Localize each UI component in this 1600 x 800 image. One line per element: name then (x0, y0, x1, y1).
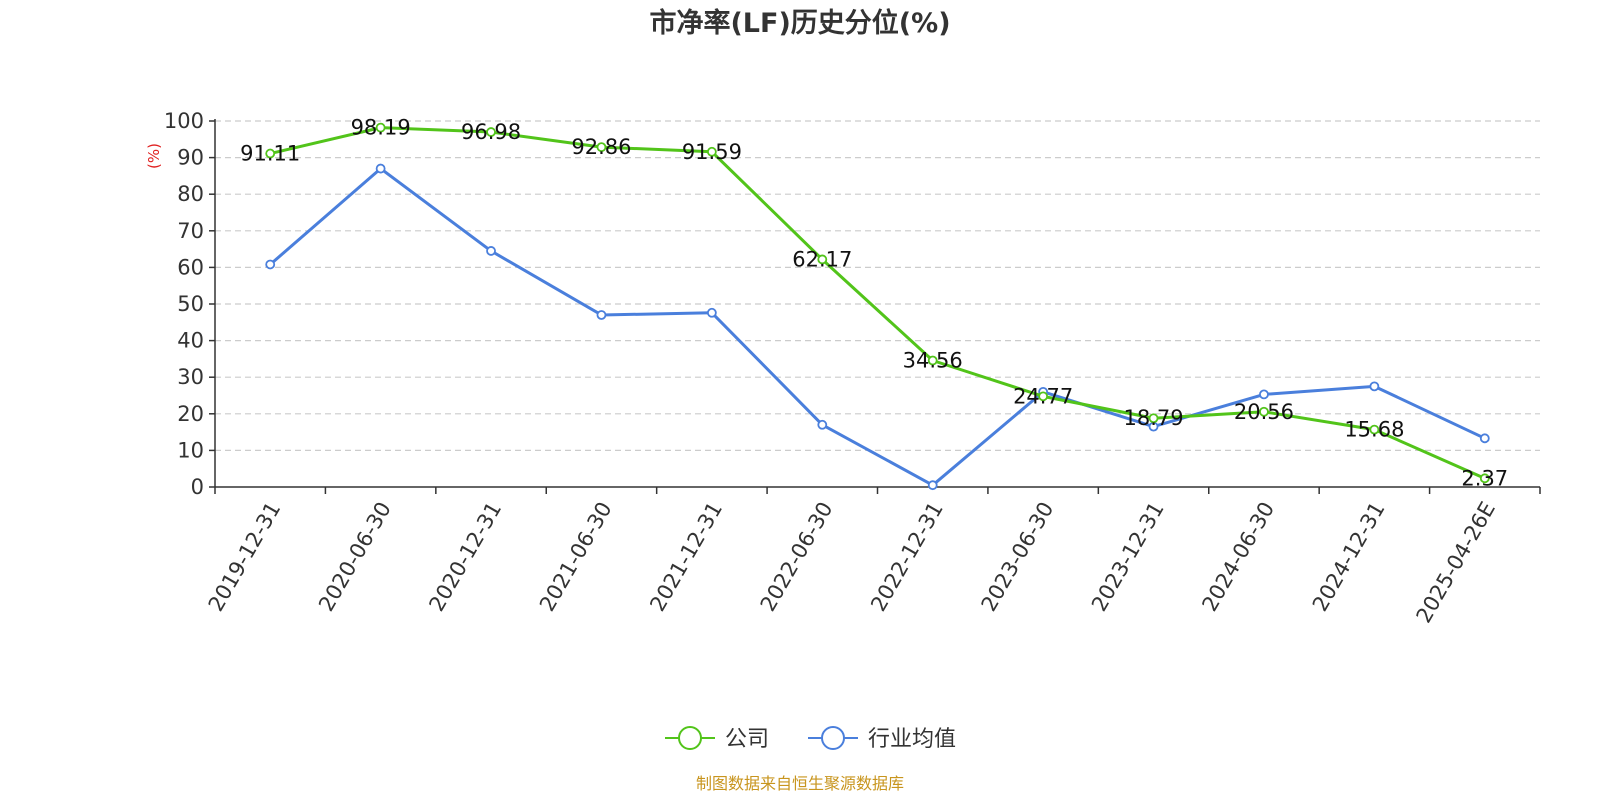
y-tick-label: 40 (177, 329, 204, 353)
data-point-company[interactable] (817, 254, 828, 265)
x-tick-label: 2025-04-26E (1412, 498, 1500, 627)
data-point-industry[interactable] (1259, 389, 1269, 400)
data-point-industry[interactable] (706, 307, 717, 318)
data-label: 18.79 (1123, 406, 1183, 430)
y-tick-label: 0 (191, 475, 204, 499)
y-tick-label: 70 (177, 219, 204, 243)
x-tick-label: 2019-12-31 (204, 498, 286, 616)
x-tick-label: 2023-06-30 (977, 498, 1059, 616)
x-tick-label: 2024-12-31 (1308, 498, 1390, 616)
data-point-company[interactable] (1479, 473, 1490, 484)
axes (214, 119, 1540, 488)
data-point-company[interactable] (1148, 413, 1159, 424)
data-label: 24.77 (1013, 384, 1073, 408)
data-label: 91.11 (240, 142, 300, 166)
x-tick-label: 2020-06-30 (314, 498, 396, 616)
data-point-industry[interactable] (817, 419, 828, 430)
grid-lines (215, 120, 1540, 451)
data-point-industry[interactable] (486, 246, 496, 256)
data-labels: 91.11 98.19 96.98 92.86 91.59 62.17 34.56 24.77… (240, 116, 1508, 491)
y-tick-label: 80 (177, 182, 204, 206)
series-group (265, 122, 1490, 491)
x-tick-label: 2022-06-30 (756, 498, 838, 616)
y-axis-ticks: 0 10 20 30 40 50 60 70 80 90 100 (164, 109, 215, 499)
data-point-company[interactable] (1259, 406, 1269, 417)
source-note: 制图数据来自恒生聚源数据库 (696, 774, 904, 793)
data-point-company[interactable] (927, 355, 938, 366)
legend-label-industry[interactable]: 行业均值 (868, 727, 956, 752)
legend: 公司 行业均值 (665, 726, 956, 752)
data-point-company[interactable] (596, 142, 607, 153)
data-point-company[interactable] (265, 148, 276, 159)
data-label: 96.98 (461, 120, 521, 144)
data-point-industry[interactable] (596, 310, 607, 320)
data-label: 2.37 (1461, 466, 1508, 490)
data-label: 62.17 (792, 247, 852, 271)
data-label: 91.59 (682, 140, 742, 164)
data-label: 92.86 (571, 135, 631, 159)
data-point-industry[interactable] (375, 163, 386, 174)
y-tick-label: 60 (177, 255, 204, 279)
legend-label-company[interactable]: 公司 (725, 727, 769, 752)
y-tick-label: 90 (177, 146, 204, 170)
data-label: 98.19 (351, 116, 411, 140)
legend-marker-company[interactable] (678, 726, 702, 750)
data-point-industry[interactable] (1369, 381, 1380, 392)
chart-title: 市净率(LF)历史分位(%) (649, 7, 950, 39)
data-point-industry[interactable] (927, 480, 938, 491)
data-point-company[interactable] (486, 127, 496, 137)
x-tick-label: 2020-12-31 (424, 498, 506, 616)
series-line-industry (269, 167, 1486, 487)
data-label: 15.68 (1344, 418, 1404, 442)
data-point-company[interactable] (1038, 391, 1049, 402)
data-point-company[interactable] (375, 122, 386, 133)
x-tick-label: 2024-06-30 (1197, 498, 1279, 616)
data-label: 20.56 (1234, 400, 1294, 424)
y-axis-unit: (%) (145, 143, 163, 169)
x-tick-label: 2023-12-31 (1087, 498, 1169, 616)
y-tick-label: 10 (177, 438, 204, 462)
series-line-company (269, 126, 1486, 480)
legend-marker-industry[interactable] (821, 726, 845, 750)
data-point-industry[interactable] (265, 259, 276, 270)
y-tick-label: 100 (164, 109, 204, 133)
data-point-company[interactable] (706, 146, 717, 157)
data-point-company[interactable] (1369, 424, 1380, 435)
x-tick-label: 2021-06-30 (535, 498, 617, 616)
y-tick-label: 30 (177, 365, 204, 389)
x-tick-label: 2022-12-31 (866, 498, 948, 616)
data-label: 34.56 (903, 349, 963, 373)
y-tick-label: 50 (177, 292, 204, 316)
x-axis-ticks: 2019-12-31 2020-06-30 2020-12-31 2021-06-30… (204, 487, 1541, 627)
y-tick-label: 20 (177, 402, 204, 426)
x-tick-label: 2021-12-31 (645, 498, 727, 616)
data-point-industry[interactable] (1479, 433, 1490, 444)
